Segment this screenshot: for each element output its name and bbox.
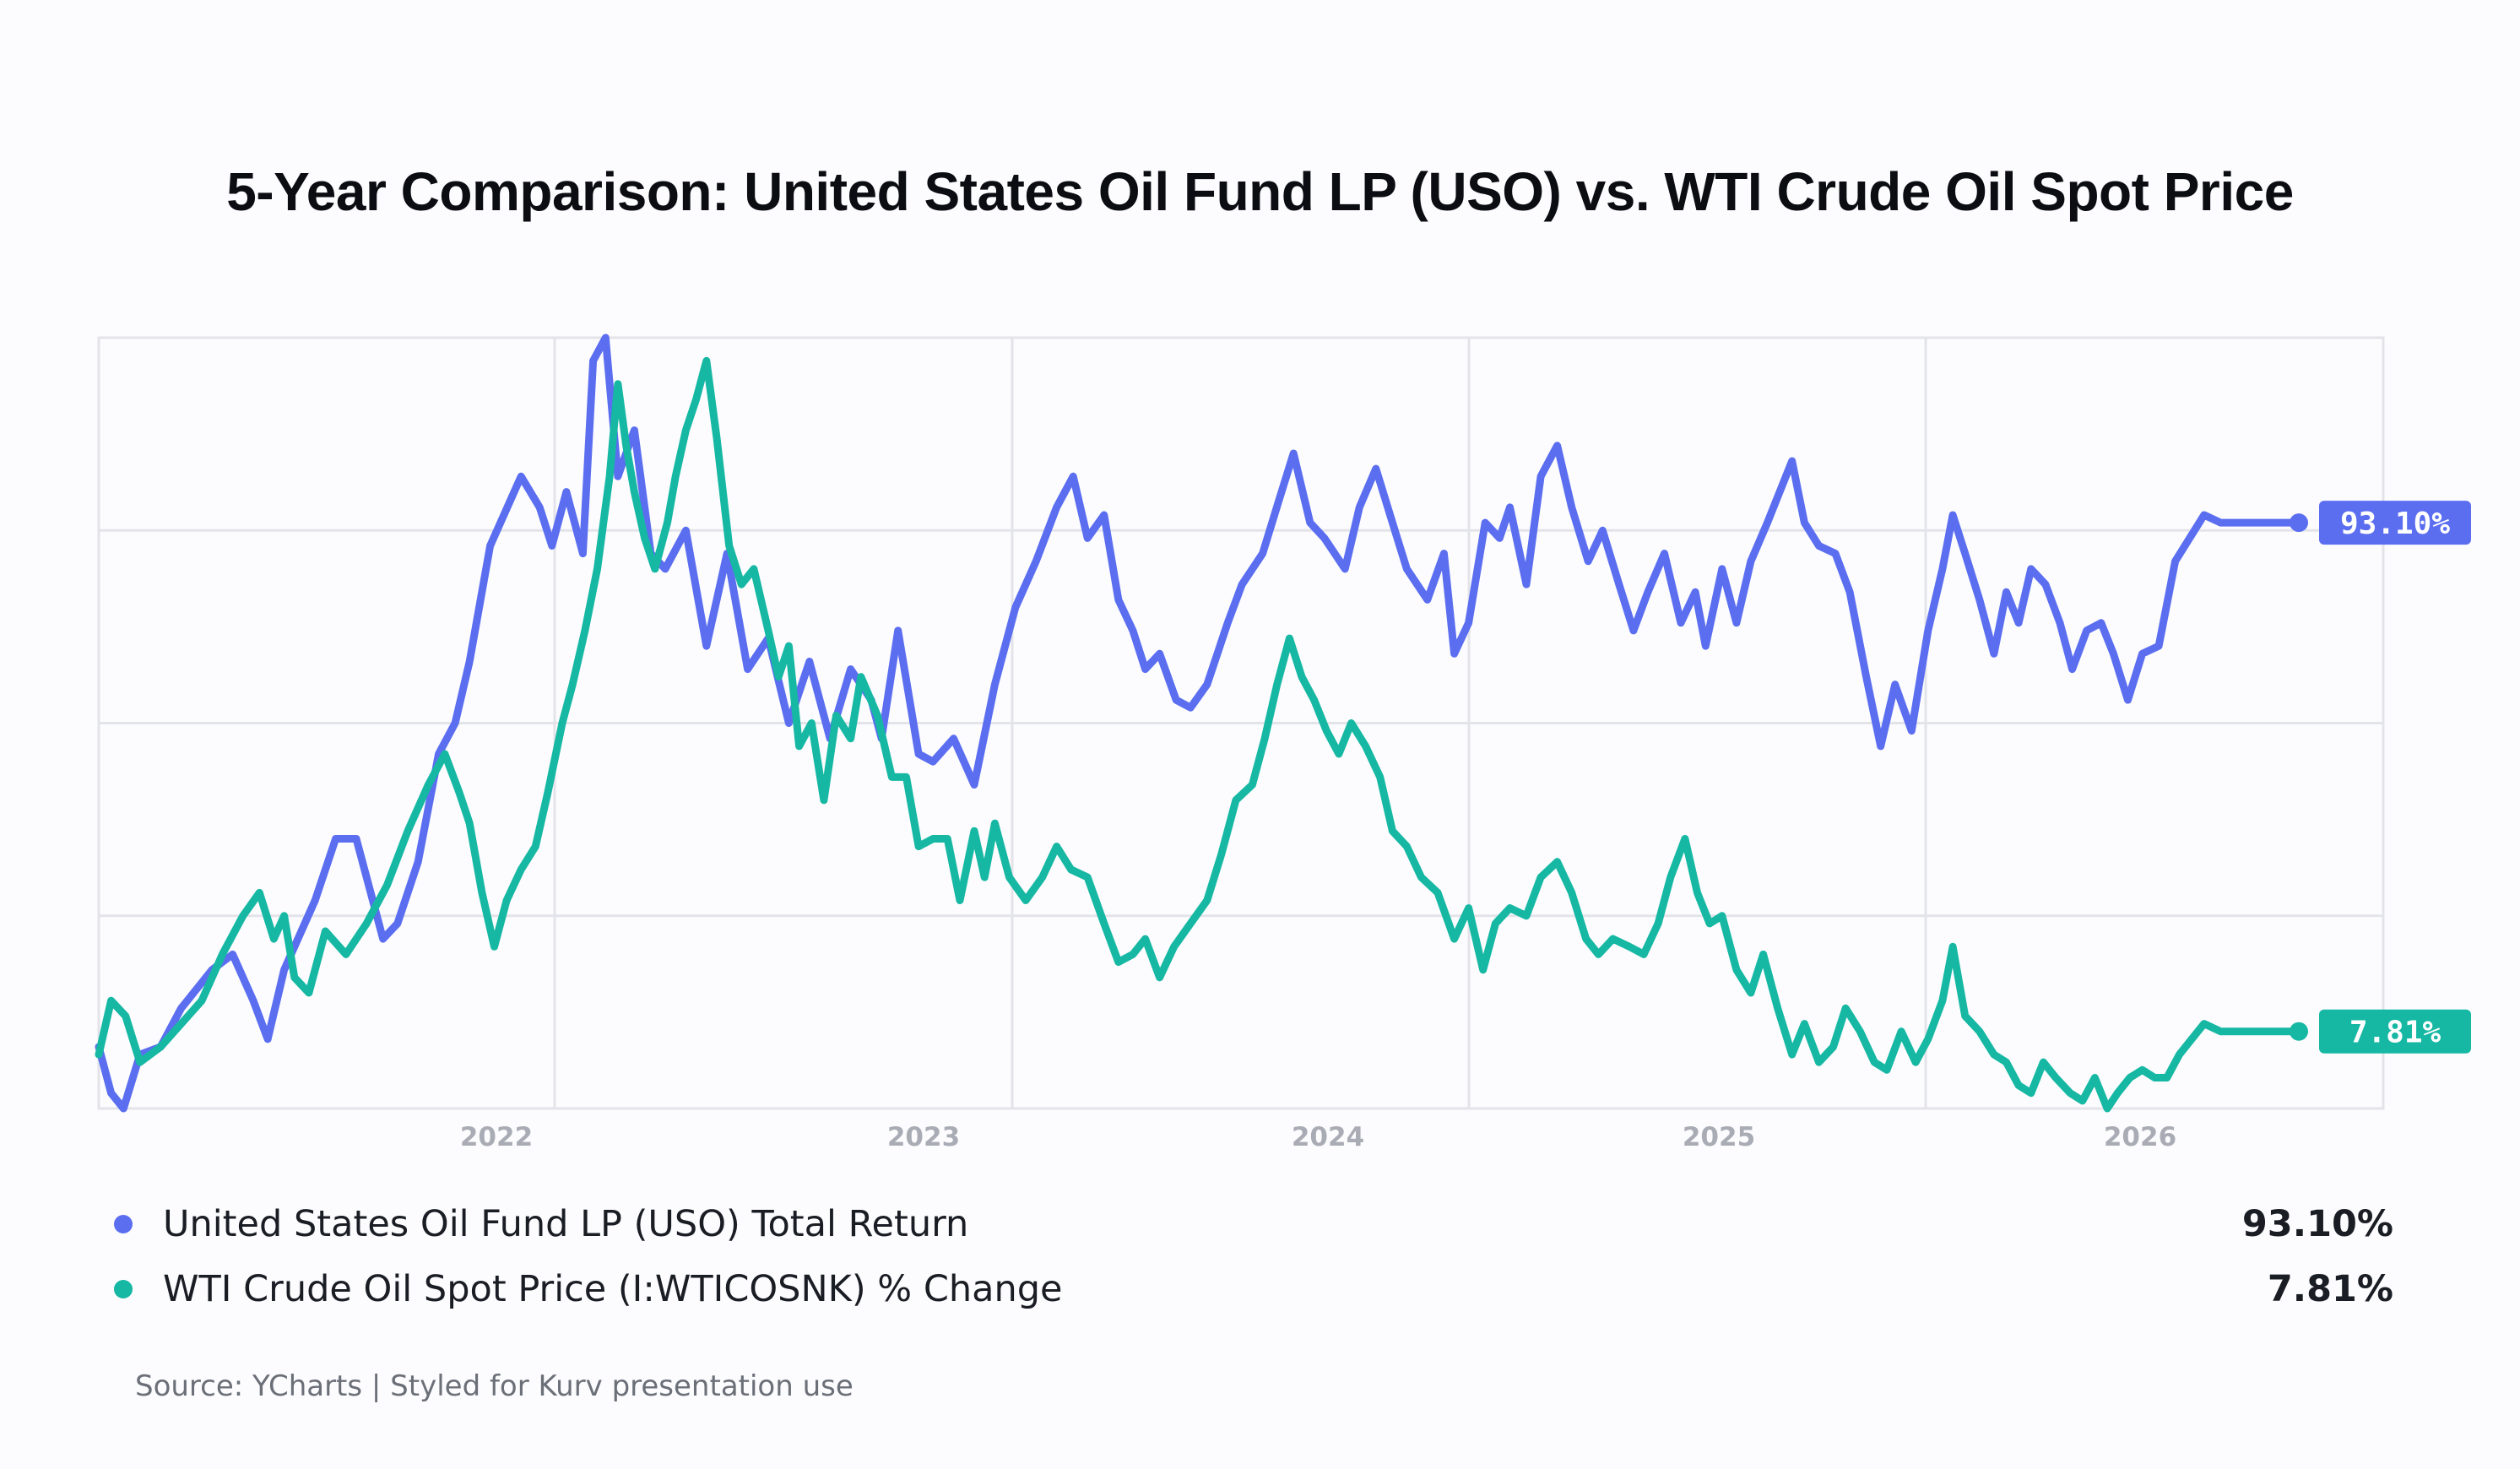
x-tick-label-2022: 2022 — [460, 1122, 533, 1152]
x-tick-label-2024: 2024 — [1292, 1122, 1364, 1152]
legend-dot-uso — [114, 1215, 133, 1233]
legend-label-uso: United States Oil Fund LP (USO) Total Re… — [163, 1203, 2242, 1245]
source-note: Source: YCharts | Styled for Kurv presen… — [135, 1369, 854, 1403]
series-end-marker-1 — [2290, 1022, 2308, 1041]
legend-label-wti: WTI Crude Oil Spot Price (I:WTICOSNK) % … — [163, 1268, 2268, 1310]
legend-value-uso: 93.10% — [2242, 1203, 2393, 1245]
x-tick-label-2023: 2023 — [887, 1122, 960, 1152]
x-tick-label-2025: 2025 — [1683, 1122, 1755, 1152]
legend-dot-wti — [114, 1280, 133, 1298]
series-end-label-1: 7.81% — [2349, 1016, 2441, 1050]
legend-item-uso: United States Oil Fund LP (USO) Total Re… — [114, 1199, 2393, 1249]
series-end-label-0: 93.10% — [2340, 507, 2450, 541]
series-end-marker-0 — [2290, 513, 2308, 532]
legend-item-wti: WTI Crude Oil Spot Price (I:WTICOSNK) % … — [114, 1264, 2393, 1315]
x-tick-label-2026: 2026 — [2104, 1122, 2176, 1152]
series-line-1 — [99, 360, 2299, 1109]
legend-value-wti: 7.81% — [2268, 1268, 2393, 1310]
